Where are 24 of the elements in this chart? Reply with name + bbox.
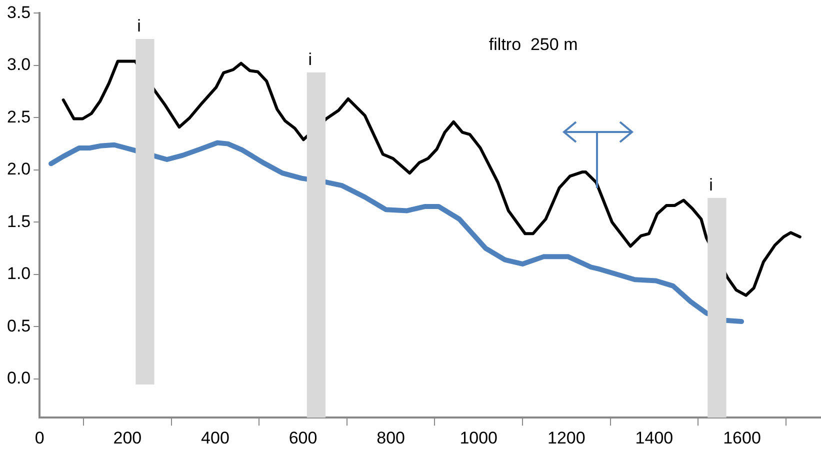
x-tick-label: 800 [376, 428, 405, 448]
y-tick-label: 1.0 [6, 264, 31, 284]
y-tick-label: 2.0 [6, 160, 31, 179]
x-tick-label: 600 [288, 428, 318, 448]
y-tick-label: 1.5 [6, 212, 31, 231]
annotation: filtro 250 m [488, 34, 578, 54]
bar [708, 198, 726, 418]
y-tick-label: 0.5 [6, 316, 31, 336]
x-tick-label: 1400 [635, 428, 674, 448]
annotation: i [308, 50, 312, 69]
x-tick-label: 400 [201, 428, 230, 448]
x-tick-label: 1000 [460, 428, 498, 448]
x-tick-label: 1200 [547, 428, 586, 448]
bar [136, 38, 154, 384]
y-tick-label: 3.0 [6, 55, 31, 74]
y-tick-label: 3.5 [6, 2, 31, 22]
x-tick-label: 0 [34, 428, 44, 448]
x-tick-label: 1600 [723, 428, 761, 448]
y-tick-label: 0.0 [6, 368, 31, 388]
x-tick-label: 200 [113, 428, 142, 448]
annotation: i [137, 16, 141, 36]
bar [306, 72, 326, 418]
y-tick-label: 2.5 [6, 107, 31, 126]
annotation: i [709, 175, 713, 194]
